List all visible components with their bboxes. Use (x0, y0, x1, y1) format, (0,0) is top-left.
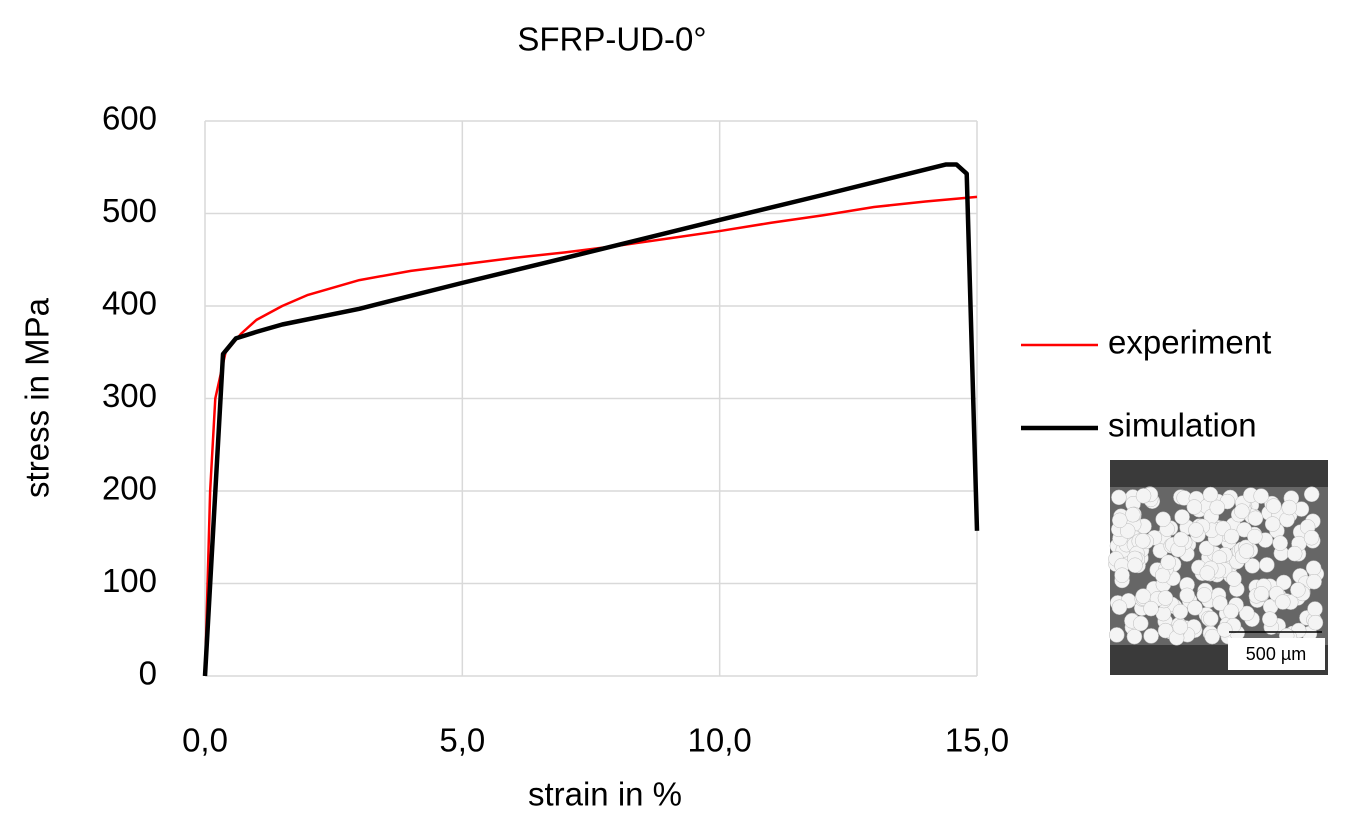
x-tick-label: 0,0 (182, 722, 228, 759)
fiber (1247, 510, 1264, 527)
fiber (1307, 614, 1324, 631)
fiber (1307, 601, 1323, 617)
fiber (1160, 554, 1176, 571)
fiber (1143, 628, 1159, 644)
fiber (1239, 605, 1255, 622)
fiber (1276, 574, 1292, 591)
fiber (1111, 599, 1128, 615)
fiber (1202, 486, 1219, 503)
fiber (1281, 499, 1297, 516)
x-tick-label: 15,0 (945, 722, 1009, 759)
fiber (1217, 622, 1233, 638)
fiber (1204, 628, 1220, 645)
scale-label: 500 µm (1246, 644, 1306, 664)
scale-box (1228, 638, 1325, 670)
fiber (1223, 603, 1239, 620)
fiber (1234, 503, 1250, 519)
y-tick-label: 600 (102, 100, 157, 137)
fiber (1126, 628, 1143, 645)
fiber (1212, 595, 1228, 611)
fiber (1127, 557, 1143, 573)
fiber (1290, 582, 1306, 598)
fiber (1186, 499, 1203, 515)
fiber (1203, 610, 1219, 627)
fiber (1172, 619, 1188, 635)
x-axis-label: strain in % (528, 776, 682, 813)
fiber (1187, 600, 1203, 616)
fiber (1264, 516, 1281, 532)
fiber (1157, 622, 1174, 639)
fiber (1209, 499, 1225, 516)
fiber (1133, 615, 1149, 632)
fiber (1157, 590, 1174, 606)
fiber (1135, 488, 1152, 504)
fiber (1305, 560, 1322, 576)
fiber (1266, 498, 1282, 514)
y-tick-label: 100 (102, 562, 157, 599)
y-tick-label: 300 (102, 377, 157, 414)
y-tick-label: 400 (102, 285, 157, 322)
x-tick-label: 5,0 (439, 722, 485, 759)
x-tick-label: 10,0 (688, 722, 752, 759)
fiber (1262, 611, 1278, 627)
fiber (1199, 565, 1216, 581)
fiber (1143, 600, 1159, 617)
fiber (1125, 506, 1141, 523)
fiber (1198, 540, 1215, 557)
fiber (1173, 531, 1189, 548)
legend-label: experiment (1108, 324, 1271, 361)
fiber (1286, 545, 1303, 562)
fiber (1114, 567, 1130, 583)
fiber (1253, 488, 1269, 504)
y-axis-label: stress in MPa (19, 297, 56, 498)
fiber (1306, 573, 1322, 590)
fiber (1119, 523, 1136, 539)
fiber (1109, 627, 1125, 643)
series-line (202, 162, 980, 677)
fiber (1196, 587, 1213, 603)
fiber (1226, 571, 1242, 587)
fiber (1223, 528, 1240, 545)
fiber (1247, 528, 1263, 545)
fiber (1154, 567, 1171, 584)
y-tick-label: 200 (102, 470, 157, 507)
fiber (1155, 511, 1171, 528)
fiber (1303, 529, 1320, 546)
fiber (1272, 535, 1288, 551)
fiber (1188, 522, 1204, 538)
fiber (1259, 557, 1275, 573)
fiber (1238, 543, 1255, 559)
fiber (1111, 512, 1128, 529)
fiber (1253, 586, 1270, 602)
fibers (1108, 486, 1325, 646)
y-tick-label: 500 (102, 192, 157, 229)
fiber (1135, 533, 1151, 549)
fiber (1303, 486, 1320, 503)
series-line (203, 195, 978, 677)
y-tick-label: 0 (139, 655, 157, 692)
legend-label: simulation (1108, 407, 1257, 444)
fiber (1111, 489, 1127, 506)
fiber (1275, 594, 1291, 610)
chart-title: SFRP-UD-0° (517, 21, 706, 58)
fiber (1174, 509, 1190, 525)
fiber (1179, 587, 1195, 604)
inset-image: 500 µm (1108, 460, 1328, 675)
